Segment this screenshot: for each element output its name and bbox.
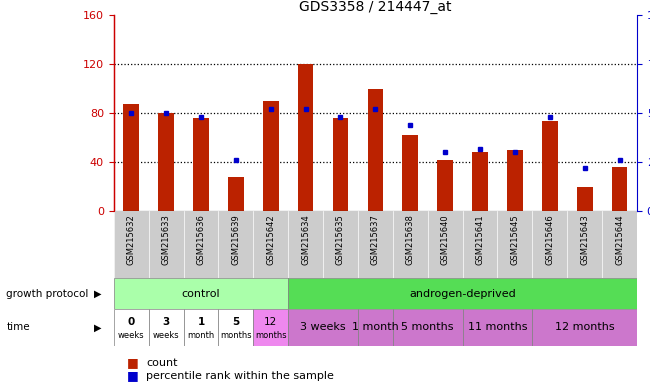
Bar — [114, 309, 149, 346]
Text: 5: 5 — [232, 317, 239, 327]
Text: GSM215636: GSM215636 — [196, 215, 205, 265]
Bar — [149, 309, 183, 346]
Text: GSM215645: GSM215645 — [510, 215, 519, 265]
Text: months: months — [255, 331, 287, 340]
Text: count: count — [146, 358, 177, 368]
Text: GSM215643: GSM215643 — [580, 215, 589, 265]
Text: GSM215639: GSM215639 — [231, 215, 240, 265]
Bar — [532, 309, 637, 346]
Text: 12: 12 — [264, 317, 278, 327]
Text: GSM215633: GSM215633 — [162, 215, 170, 265]
Bar — [218, 309, 254, 346]
Text: weeks: weeks — [153, 331, 179, 340]
Text: GSM215642: GSM215642 — [266, 215, 275, 265]
Text: GSM215634: GSM215634 — [301, 215, 310, 265]
Title: GDS3358 / 214447_at: GDS3358 / 214447_at — [299, 0, 452, 14]
Text: month: month — [187, 331, 214, 340]
Text: GSM215632: GSM215632 — [127, 215, 136, 265]
Text: GSM215646: GSM215646 — [545, 215, 554, 265]
Text: ■: ■ — [127, 369, 138, 382]
Bar — [124, 104, 139, 211]
Text: GSM215644: GSM215644 — [615, 215, 624, 265]
Text: 3: 3 — [162, 317, 170, 327]
Bar — [158, 113, 174, 211]
Bar — [228, 177, 244, 211]
Bar — [298, 65, 313, 211]
Bar — [263, 101, 279, 211]
Text: 0: 0 — [127, 317, 135, 327]
Text: 1 month: 1 month — [352, 323, 398, 333]
Text: months: months — [220, 331, 252, 340]
Text: 11 months: 11 months — [468, 323, 527, 333]
Text: time: time — [6, 323, 30, 333]
Bar — [114, 278, 288, 309]
Text: percentile rank within the sample: percentile rank within the sample — [146, 371, 334, 381]
Bar — [358, 309, 393, 346]
Bar — [183, 309, 218, 346]
Bar — [472, 152, 488, 211]
Text: 12 months: 12 months — [555, 323, 614, 333]
Text: 1: 1 — [198, 317, 205, 327]
Bar — [437, 160, 453, 211]
Text: GSM215641: GSM215641 — [476, 215, 484, 265]
Text: weeks: weeks — [118, 331, 144, 340]
Bar — [288, 278, 637, 309]
Text: control: control — [181, 289, 220, 299]
Text: growth protocol: growth protocol — [6, 289, 89, 299]
Text: GSM215638: GSM215638 — [406, 215, 415, 265]
Bar — [333, 118, 348, 211]
Bar — [463, 309, 532, 346]
Bar — [542, 121, 558, 211]
Text: 3 weeks: 3 weeks — [300, 323, 346, 333]
Bar — [402, 135, 418, 211]
Text: androgen-deprived: androgen-deprived — [410, 289, 516, 299]
Text: 5 months: 5 months — [402, 323, 454, 333]
Text: GSM215637: GSM215637 — [371, 215, 380, 265]
Bar — [254, 309, 288, 346]
Text: GSM215640: GSM215640 — [441, 215, 450, 265]
Bar — [367, 89, 383, 211]
Text: GSM215635: GSM215635 — [336, 215, 345, 265]
Text: ▶: ▶ — [94, 289, 101, 299]
Bar — [393, 309, 463, 346]
Bar — [577, 187, 593, 211]
Bar — [193, 118, 209, 211]
Bar — [612, 167, 627, 211]
Bar — [507, 150, 523, 211]
Text: ■: ■ — [127, 356, 138, 369]
Bar — [288, 309, 358, 346]
Text: ▶: ▶ — [94, 323, 101, 333]
